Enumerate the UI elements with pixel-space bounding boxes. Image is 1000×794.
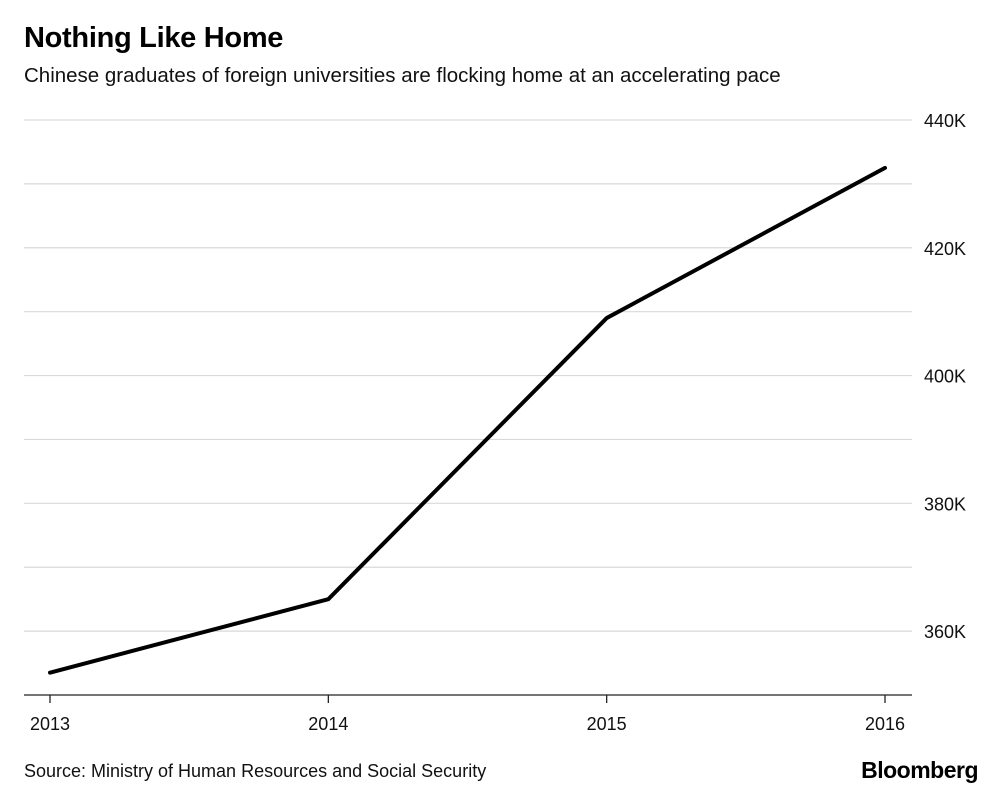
y-tick-label: 380K: [924, 494, 966, 514]
chart-subtitle: Chinese graduates of foreign universitie…: [24, 64, 781, 87]
y-tick-label: 400K: [924, 367, 966, 387]
x-tick-label: 2016: [865, 714, 905, 734]
x-tick-label: 2015: [587, 714, 627, 734]
x-tick-label: 2013: [30, 714, 70, 734]
series-layer: [48, 165, 887, 675]
chart-title: Nothing Like Home: [24, 22, 284, 54]
series-line: [48, 165, 887, 675]
y-tick-label: 360K: [924, 622, 966, 642]
y-tick-label: 420K: [924, 239, 966, 259]
gridlines: [24, 119, 912, 632]
y-tick-label: 440K: [924, 111, 966, 131]
y-axis-labels: 360K 380K 400K 420K 440K: [924, 111, 966, 642]
bloomberg-logo: Bloomberg: [861, 757, 978, 783]
x-tick-label: 2014: [308, 714, 348, 734]
x-axis: 2013 2014 2015 2016: [24, 694, 912, 734]
source-note: Source: Ministry of Human Resources and …: [24, 761, 487, 781]
